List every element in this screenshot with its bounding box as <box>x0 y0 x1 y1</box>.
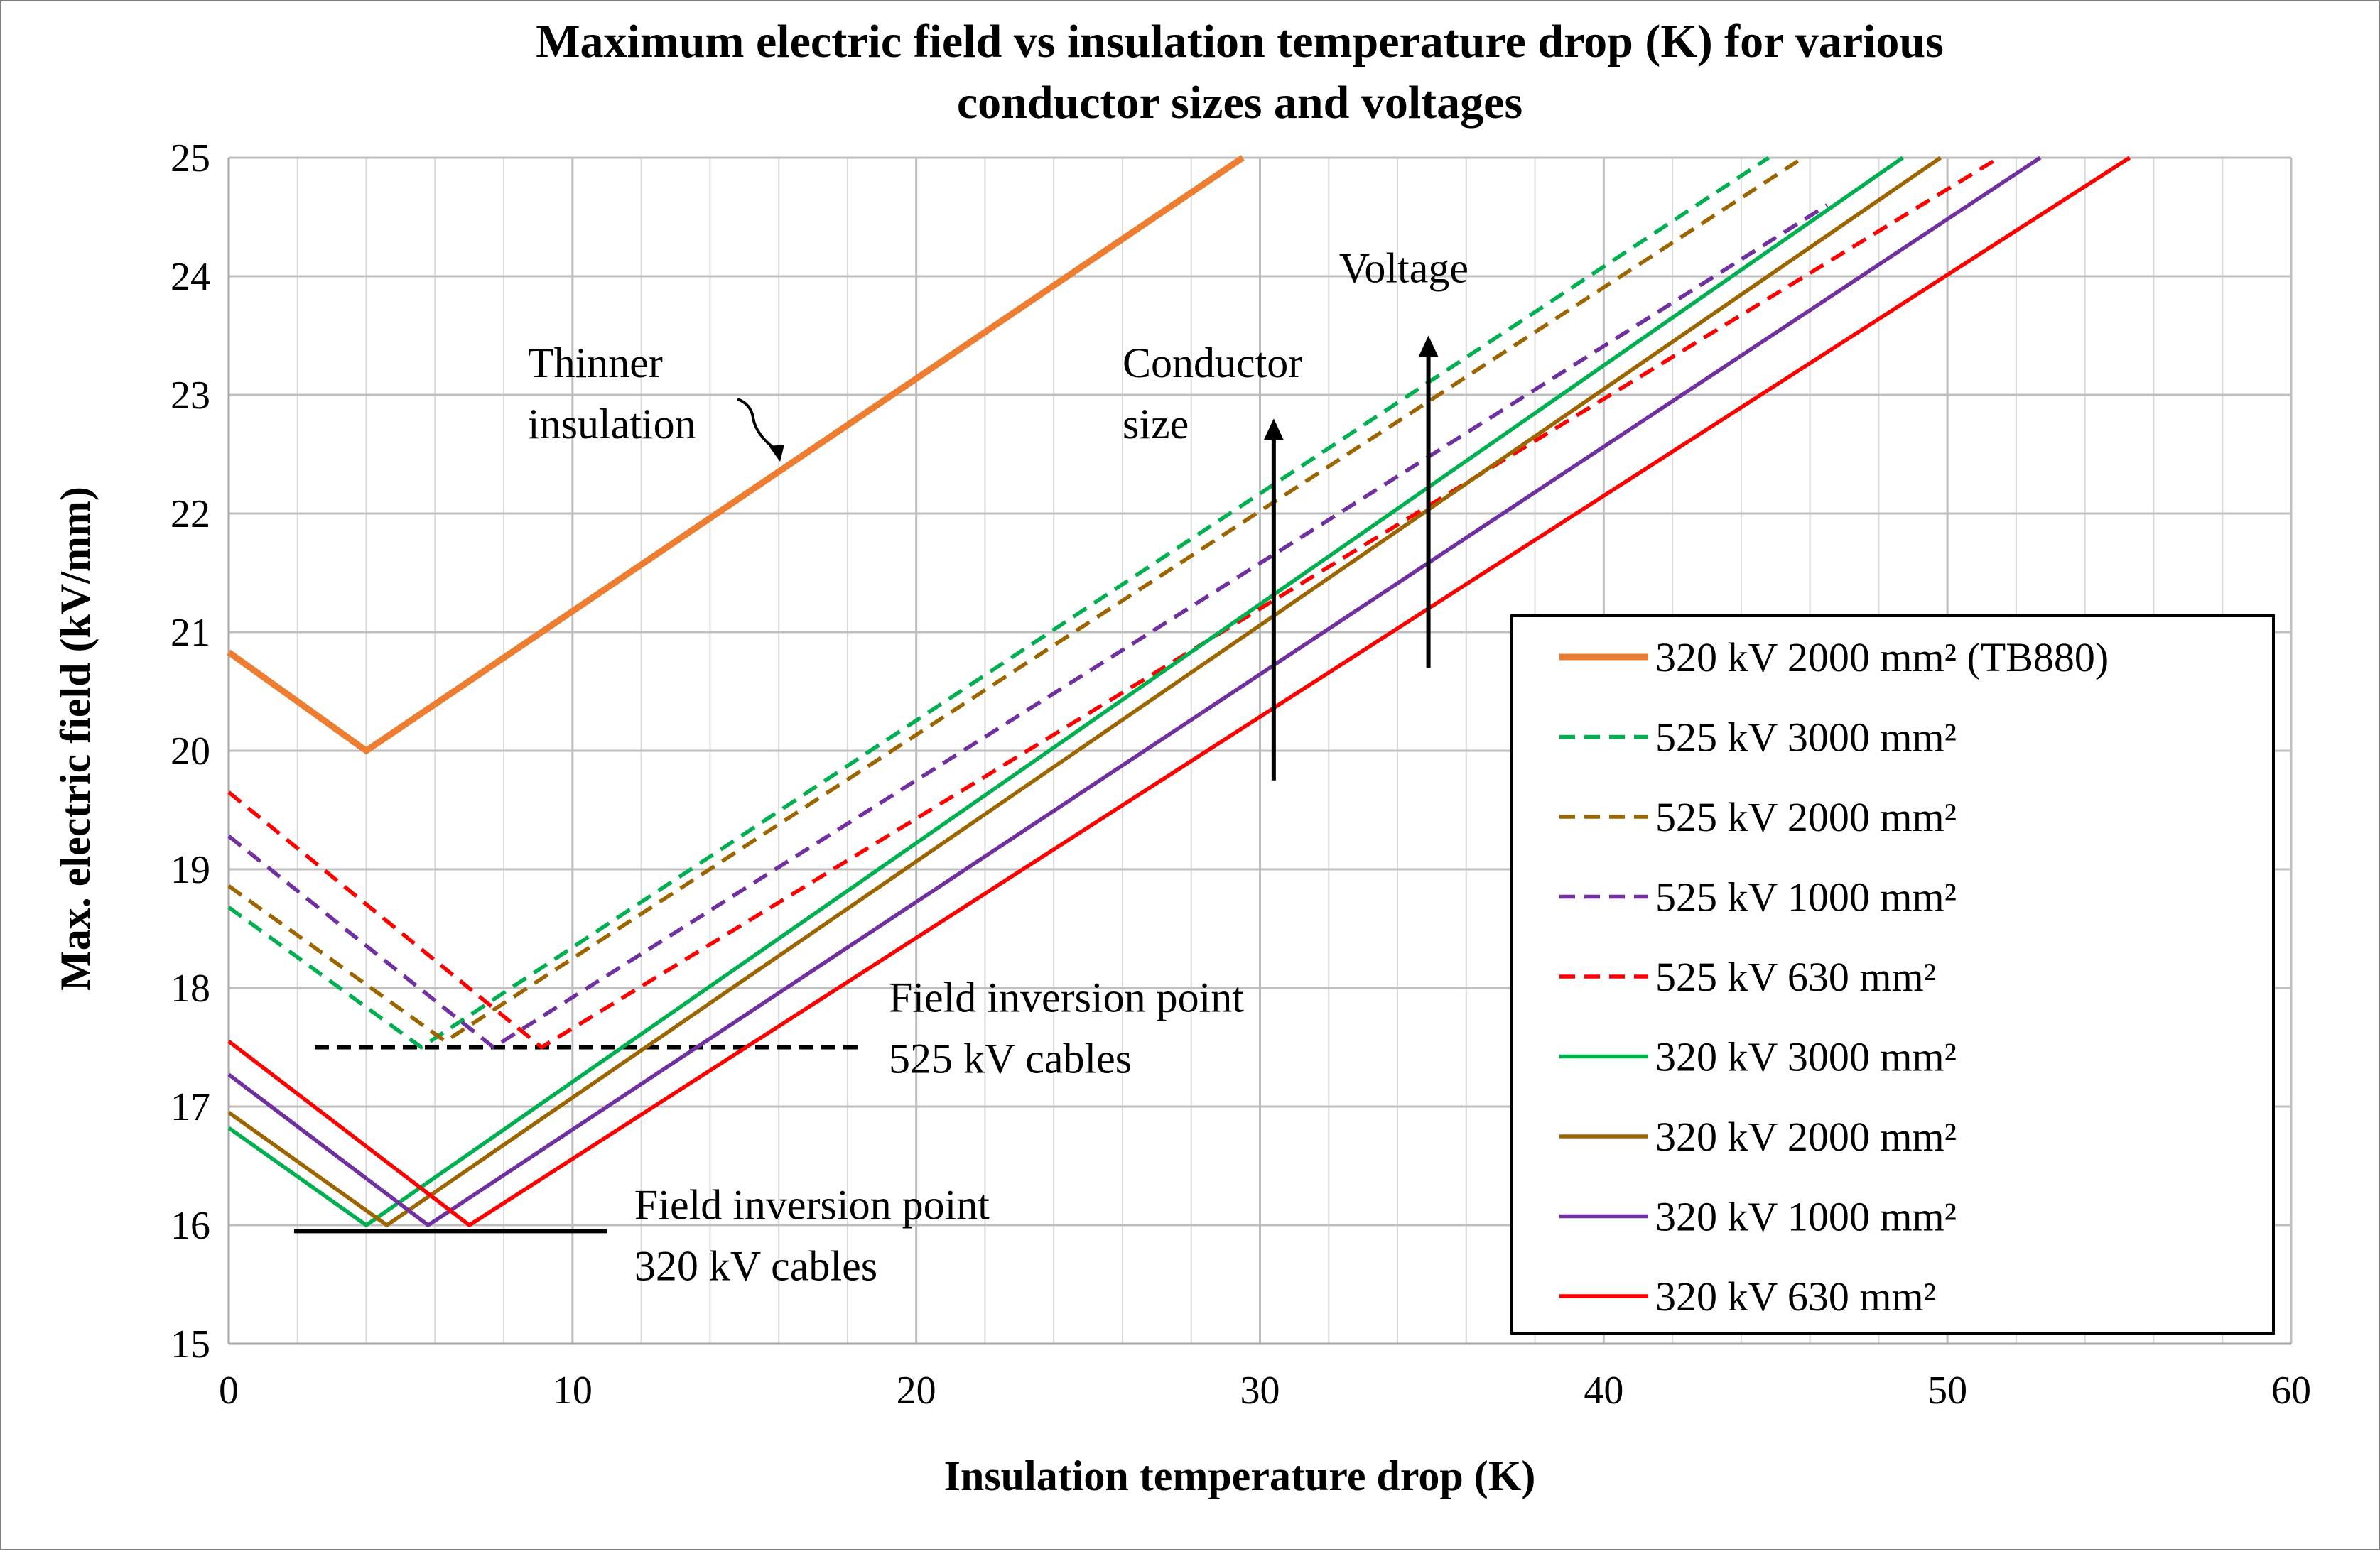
series-line-525-kv-630-mm <box>227 156 2001 1050</box>
legend-label-320-kv-630-mm: 320 kV 630 mm² <box>1655 1273 1936 1320</box>
y-tick-label: 17 <box>171 1085 210 1129</box>
x-tick-labels: 0 10 20 30 40 50 60 <box>219 1369 2311 1413</box>
x-tick-label: 30 <box>1240 1369 1280 1413</box>
thinner-insulation-text: Thinner <box>528 339 663 386</box>
y-tick-label: 21 <box>171 611 210 655</box>
conductor-size-text: Conductor <box>1123 339 1302 386</box>
series-line-320-kv-2000-mm-tb880 <box>227 155 1245 755</box>
y-tick-label: 16 <box>171 1204 210 1248</box>
field-inversion-320-label-text: 320 kV cables <box>634 1243 877 1290</box>
field-inversion-320-label-text: Field inversion point <box>634 1182 990 1229</box>
x-tick-label: 10 <box>553 1369 593 1413</box>
y-tick-label: 18 <box>171 967 210 1011</box>
x-tick-label: 40 <box>1584 1369 1623 1413</box>
y-tick-label: 23 <box>171 374 210 418</box>
y-tick-label: 20 <box>171 729 210 773</box>
x-tick-label: 20 <box>897 1369 936 1413</box>
legend-label-525-kv-3000-mm: 525 kV 3000 mm² <box>1655 714 1957 761</box>
annotation-arrows <box>1263 335 1439 781</box>
x-tick-label: 50 <box>1927 1369 1967 1413</box>
series-line-320-kv-3000-mm <box>227 156 1904 1228</box>
gridlines <box>227 156 2293 1345</box>
x-axis-title: Insulation temperature drop (K) <box>944 1452 1536 1499</box>
series-lines <box>227 155 2131 1228</box>
series-line-525-kv-2000-mm <box>227 156 1805 1044</box>
y-tick-label: 25 <box>171 136 210 180</box>
series-line-320-kv-1000-mm <box>227 156 2042 1228</box>
chart-title-line-1: Maximum electric field vs insulation tem… <box>536 16 1944 67</box>
field-inversion-lines <box>293 1045 858 1234</box>
series-line-525-kv-3000-mm <box>227 156 1770 1050</box>
legend-label-320-kv-3000-mm: 320 kV 3000 mm² <box>1655 1034 1957 1080</box>
conductor-size-text: size <box>1123 401 1189 447</box>
y-tick-label: 19 <box>171 848 210 892</box>
y-tick-label: 15 <box>171 1322 210 1366</box>
legend-label-320-kv-2000-mm-tb880: 320 kV 2000 mm² (TB880) <box>1655 634 2109 680</box>
voltage-arrow-head <box>1418 335 1439 357</box>
thinner-insulation-pointer <box>737 398 781 454</box>
field-inversion-525-label-text: Field inversion point <box>889 974 1244 1021</box>
y-tick-label: 24 <box>171 255 210 299</box>
annotations: Thinner insulation Conductor size Voltage Fie… <box>528 244 1468 1289</box>
series-line-320-kv-2000-mm <box>227 156 1942 1228</box>
legend-label-320-kv-2000-mm: 320 kV 2000 mm² <box>1655 1114 1957 1160</box>
legend-label-525-kv-630-mm: 525 kV 630 mm² <box>1655 954 1936 1000</box>
conductor-size-arrow-head <box>1263 418 1284 440</box>
thinner-insulation-text: insulation <box>528 401 696 447</box>
field-inversion-525-label-text: 525 kV cables <box>889 1035 1132 1082</box>
y-tick-label: 22 <box>171 492 210 536</box>
legend: 320 kV 2000 mm² (TB880) 525 kV 3000 mm² 52… <box>1510 614 2275 1335</box>
x-tick-label: 0 <box>219 1369 239 1413</box>
series-line-320-kv-630-mm <box>227 156 2131 1228</box>
legend-label-525-kv-1000-mm: 525 kV 1000 mm² <box>1655 874 1957 920</box>
y-tick-labels: 15 16 17 18 19 20 21 22 23 24 25 <box>171 136 210 1366</box>
legend-label-525-kv-2000-mm: 525 kV 2000 mm² <box>1655 794 1957 840</box>
y-axis-title: Max. electric field (kV/mm) <box>52 487 99 991</box>
series-line-525-kv-1000-mm <box>227 203 1829 1050</box>
voltage-text: Voltage <box>1339 244 1468 291</box>
thinner-insulation-pointer-head <box>769 445 784 462</box>
x-tick-label: 60 <box>2271 1369 2311 1413</box>
chart-title-line-2: conductor sizes and voltages <box>957 77 1522 129</box>
legend-label-320-kv-1000-mm: 320 kV 1000 mm² <box>1655 1194 1957 1240</box>
